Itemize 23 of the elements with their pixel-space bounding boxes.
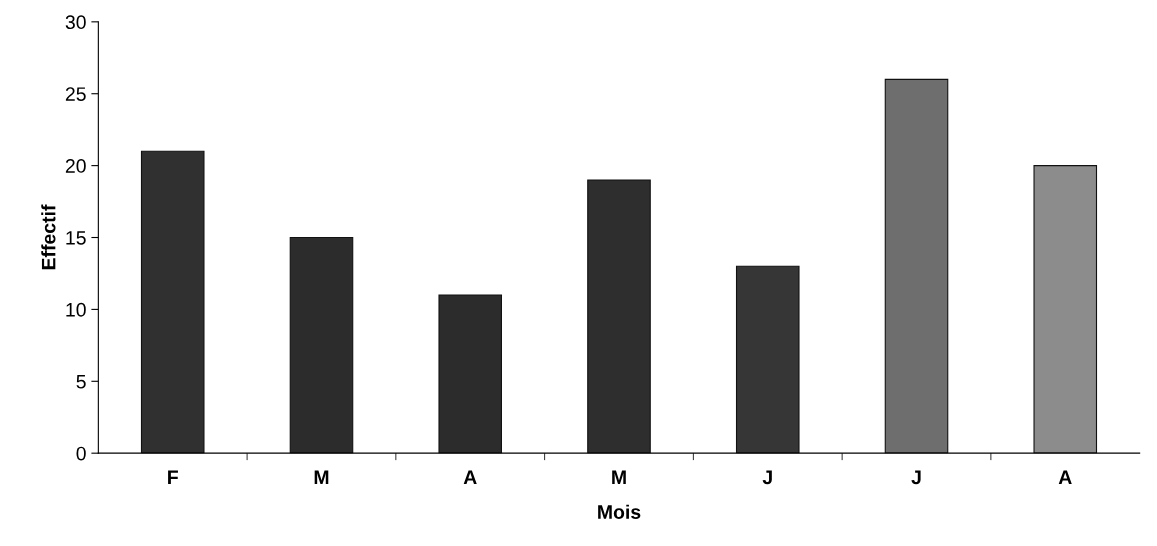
y-tick-label: 0 bbox=[76, 446, 86, 461]
x-tick-label: A bbox=[463, 470, 477, 484]
x-tick-label: M bbox=[314, 470, 329, 484]
x-tick-label: A bbox=[1058, 470, 1072, 484]
y-tick-label: 5 bbox=[76, 374, 86, 389]
y-tick-label: 10 bbox=[66, 302, 86, 317]
x-axis-title: Mois bbox=[598, 504, 641, 519]
y-tick-label: 20 bbox=[65, 159, 86, 173]
y-tick-label: 25 bbox=[65, 87, 86, 101]
y-tick-label: 15 bbox=[66, 231, 86, 245]
y-axis-title: Effectif bbox=[41, 204, 56, 270]
bar bbox=[735, 265, 800, 454]
x-tick-label: J bbox=[762, 470, 772, 485]
bar bbox=[587, 179, 651, 454]
x-tick-label: M bbox=[612, 470, 626, 484]
bar bbox=[140, 150, 205, 454]
x-tick-label: J bbox=[911, 470, 921, 485]
bar bbox=[289, 236, 354, 454]
x-tick-label: F bbox=[168, 470, 178, 484]
bar bbox=[1033, 165, 1098, 454]
y-tick-label: 30 bbox=[65, 15, 86, 30]
bar bbox=[438, 294, 503, 454]
bar bbox=[884, 78, 949, 454]
